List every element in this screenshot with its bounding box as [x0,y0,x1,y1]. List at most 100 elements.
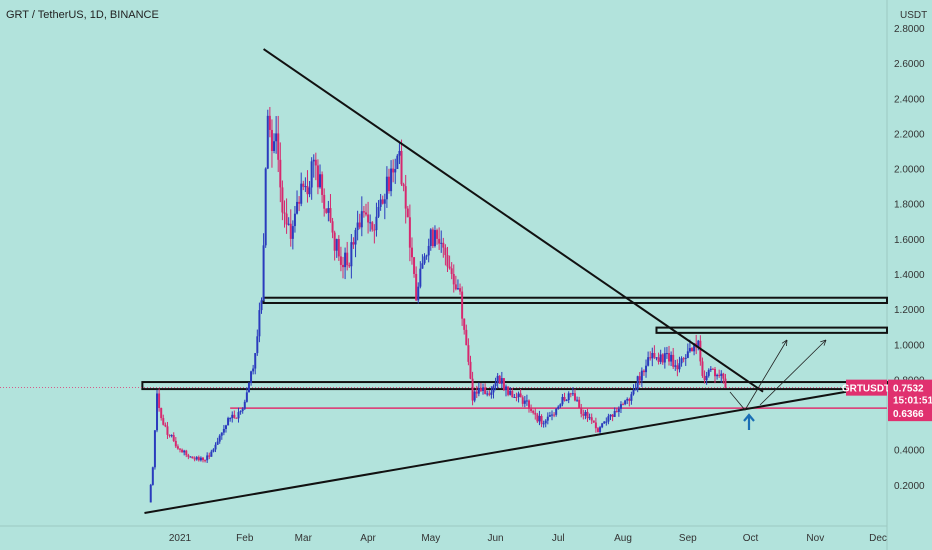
x-tick-label: Mar [295,533,313,544]
y-tick-label: 1.0000 [894,340,925,351]
candle-body [254,353,257,369]
projection-arrow-2 [759,339,827,406]
candle-body [603,421,606,424]
candle-body [191,456,194,459]
projection-arrow-2-head [820,339,827,346]
candle-body [172,435,175,441]
candle-body [640,370,643,381]
candle-body [617,408,620,412]
candle-body [402,184,405,187]
candle-body [247,382,250,393]
candle-body [582,413,585,416]
candle-body [314,159,317,166]
candle-body [555,408,558,415]
candle-body [565,400,568,402]
candle-body [312,159,315,162]
candle-body [505,386,508,390]
candle-body [511,390,514,398]
candle-body [607,416,610,422]
candle-body [546,416,549,421]
candle-body [183,450,186,453]
candle-body [538,415,541,422]
level-tag-text: 0.6366 [893,409,924,420]
candle-body [371,222,374,230]
candle-body [678,363,681,370]
candle-body [258,310,261,337]
candle-body [187,455,190,457]
level-tag-bg [888,406,932,422]
candle-body [176,446,179,449]
ascending-trendline [144,390,848,514]
candle-body [168,434,171,436]
candle-body [204,460,207,462]
candle-body [720,373,723,376]
candle-body [496,375,499,383]
candle-body [500,378,503,384]
candle-body [268,115,271,130]
y-tick-label: 1.4000 [894,270,925,281]
candle-body [705,375,708,381]
candle-body [270,129,273,151]
candle-body [701,361,704,376]
candle-body [185,450,188,456]
candle-body [293,213,296,227]
candle-body [352,242,355,245]
candle-body [158,393,161,409]
candle-body [174,440,177,447]
candle-body [492,386,495,393]
candle-body [302,183,305,187]
y-tick-label: 2.2000 [894,129,925,140]
candle-body [260,300,263,311]
candle-body [530,408,533,411]
candle-body [561,397,564,405]
candle-body [250,371,253,383]
candle-body [619,404,622,409]
candle-body [413,257,416,274]
x-tick-label: May [421,533,440,544]
x-tick-label: Jul [552,533,565,544]
candle-body [576,399,579,401]
candle-body [264,168,267,246]
candle-body [331,221,334,233]
candle-body [423,256,426,264]
x-tick-label: Aug [614,533,632,544]
candle-body [310,161,313,188]
candle-body [548,415,551,417]
candle-body [482,387,485,391]
candle-body [663,353,666,363]
candle-body [327,208,330,213]
candle-body [218,435,221,442]
candle-body [222,428,225,433]
candle-body [224,425,227,429]
y-tick-label: 0.4000 [894,446,925,457]
candle-body [519,393,522,398]
candle-body [586,411,589,419]
candle-body [484,387,487,394]
candle-body [316,165,319,188]
candle-body [536,414,539,422]
candle-body [285,213,288,225]
candle-body [578,399,581,408]
y-axis-unit: USDT [900,10,927,21]
candle-body [651,352,654,359]
candle-body [584,411,587,416]
candle-body [638,376,641,381]
candle-body [296,201,299,214]
candle-body [421,263,424,269]
candle-body [333,232,336,251]
candle-body [628,398,631,401]
candle-body [427,245,430,256]
candle-body [356,222,359,231]
candle-body [179,448,181,450]
candle-body [287,223,290,225]
candle-body [672,354,675,367]
candle-body [613,411,616,417]
candle-body [502,378,505,390]
candle-body [590,417,593,421]
candle-body [339,256,342,265]
candle-body [703,375,706,381]
candle-body [711,368,714,370]
